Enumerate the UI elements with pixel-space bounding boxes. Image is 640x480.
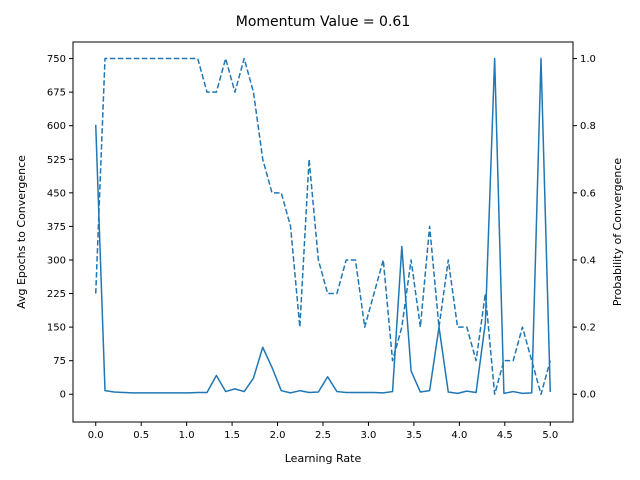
y-right-tick-label: 0.2 (580, 323, 596, 334)
y-left-tick-label: 0 (60, 390, 66, 401)
y-axis-left: 0 75 150 225 300 375 450 525 600 675 750 (47, 54, 73, 401)
x-tick-label: 4.5 (497, 430, 513, 441)
y-left-tick-label: 225 (47, 289, 66, 300)
x-tick-label: 4.0 (451, 430, 467, 441)
x-axis-label: Learning Rate (285, 452, 362, 465)
y-right-tick-label: 1.0 (580, 54, 596, 65)
y-axis-right-label: Probability of Convergence (611, 158, 624, 307)
chart-title: Momentum Value = 0.61 (236, 14, 410, 30)
x-tick-label: 2.0 (270, 430, 286, 441)
y-axis-right: 0.0 0.2 0.4 0.6 0.8 1.0 (573, 54, 596, 401)
x-axis: 0.0 0.5 1.0 1.5 2.0 2.5 3.0 3.5 4.0 4.5 5.0 (88, 422, 558, 441)
y-left-tick-label: 300 (47, 255, 66, 266)
avg-epochs-line (94, 57, 552, 395)
plot-area (72, 41, 574, 423)
series-lines (94, 57, 552, 395)
y-right-tick-label: 0.0 (580, 390, 596, 401)
y-left-tick-label: 750 (47, 54, 66, 65)
x-tick-label: 0.5 (133, 430, 149, 441)
x-tick-label: 1.0 (179, 430, 195, 441)
y-left-tick-label: 150 (47, 323, 66, 334)
y-left-tick-label: 600 (47, 121, 66, 132)
y-left-tick-label: 450 (47, 188, 66, 199)
y-left-tick-label: 525 (47, 155, 66, 166)
x-tick-label: 0.0 (88, 430, 104, 441)
y-right-tick-label: 0.8 (580, 121, 596, 132)
y-left-tick-label: 75 (53, 356, 66, 367)
y-left-tick-label: 375 (47, 222, 66, 233)
y-left-tick-label: 675 (47, 88, 66, 99)
x-tick-label: 1.5 (224, 430, 240, 441)
y-axis-left-label: Avg Epochs to Convergence (15, 155, 28, 309)
x-tick-label: 2.5 (315, 430, 331, 441)
y-right-tick-label: 0.6 (580, 188, 596, 199)
y-right-tick-label: 0.4 (580, 255, 596, 266)
x-tick-label: 5.0 (542, 430, 558, 441)
x-tick-label: 3.0 (361, 430, 377, 441)
x-tick-label: 3.5 (406, 430, 422, 441)
